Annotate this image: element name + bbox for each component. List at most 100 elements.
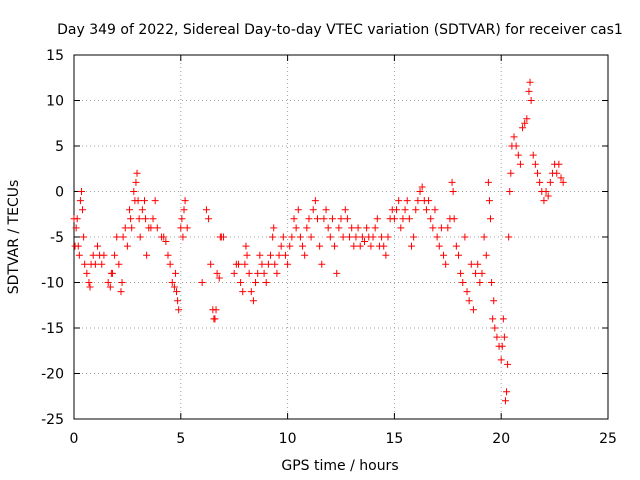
data-point-marker <box>498 342 506 350</box>
data-point-marker <box>134 197 142 205</box>
data-point-marker <box>459 279 467 286</box>
data-point-marker <box>461 233 469 241</box>
x-tick-label: 20 <box>492 431 510 447</box>
data-point-marker <box>422 206 430 214</box>
y-tick-label: -10 <box>41 276 64 292</box>
data-point-marker <box>130 188 138 195</box>
data-point-marker <box>179 233 187 241</box>
data-point-marker <box>111 251 119 259</box>
data-point-marker <box>133 169 141 177</box>
data-point-marker <box>288 233 296 241</box>
data-point-marker <box>557 174 565 182</box>
data-point-marker <box>356 242 364 250</box>
data-point-marker <box>177 224 185 232</box>
data-point-marker <box>211 315 219 323</box>
data-point-marker <box>100 251 108 259</box>
data-point-marker <box>395 197 403 205</box>
data-point-marker <box>450 215 458 223</box>
data-point-marker <box>382 251 390 259</box>
data-point-marker <box>153 224 161 232</box>
data-point-marker <box>299 242 307 250</box>
data-point-marker <box>350 242 358 250</box>
x-tick-label: 25 <box>599 431 617 447</box>
data-point-marker <box>514 151 522 159</box>
data-point-marker <box>512 142 520 150</box>
y-axis-label: SDTVAR / TECUs <box>6 180 22 295</box>
data-point-marker <box>354 224 362 232</box>
data-point-marker <box>180 206 188 214</box>
data-point-marker <box>536 178 544 186</box>
data-point-marker <box>76 197 84 205</box>
data-point-marker <box>181 197 189 205</box>
data-point-marker <box>358 233 366 241</box>
data-point-marker <box>267 251 275 259</box>
data-point-marker <box>115 260 123 268</box>
data-point-marker <box>326 233 334 241</box>
data-point-marker <box>303 224 311 232</box>
data-point-marker <box>79 206 87 214</box>
x-axis-label: GPS time / hours <box>281 458 398 474</box>
data-point-marker <box>117 288 125 296</box>
axis-ticks: 0 5 10 15 20 25 15 10 5 0 -5 -10 -15 -20 -25 <box>41 48 617 447</box>
data-point-marker <box>521 119 529 127</box>
x-tick-label: 10 <box>279 431 297 447</box>
data-point-marker <box>516 160 524 168</box>
data-point-marker <box>143 251 151 259</box>
data-point-marker <box>472 269 480 277</box>
data-point-marker <box>142 215 150 223</box>
data-point-marker <box>482 251 490 259</box>
data-point-marker <box>501 397 509 405</box>
data-point-marker <box>343 215 351 223</box>
data-point-marker <box>320 215 328 223</box>
data-point-marker <box>270 224 278 232</box>
data-point-marker <box>314 215 322 223</box>
data-point-marker <box>488 279 496 286</box>
data-point-marker <box>89 251 97 259</box>
data-point-marker <box>457 269 465 277</box>
data-point-marker <box>348 224 356 232</box>
data-point-marker <box>264 260 272 268</box>
data-point-marker <box>335 224 343 232</box>
data-point-marker <box>519 124 527 132</box>
data-point-marker <box>173 288 181 296</box>
data-point-marker <box>98 260 106 268</box>
data-point-marker <box>478 269 486 277</box>
data-point-marker <box>339 233 347 241</box>
data-point-marker <box>414 197 422 205</box>
data-point-marker <box>542 188 550 195</box>
data-point-marker <box>425 197 433 205</box>
data-point-marker <box>279 233 287 241</box>
data-point-marker <box>126 206 134 214</box>
data-point-marker <box>290 215 298 223</box>
data-point-marker <box>309 206 317 214</box>
data-point-marker <box>378 233 386 241</box>
data-point-marker <box>410 233 418 241</box>
data-point-marker <box>269 233 277 241</box>
data-point-marker <box>484 178 492 186</box>
data-point-marker <box>77 188 85 195</box>
data-point-marker <box>215 274 223 282</box>
data-point-marker <box>136 233 144 241</box>
data-point-marker <box>305 215 313 223</box>
data-point-marker <box>118 279 126 286</box>
data-point-marker <box>72 224 80 232</box>
data-point-marker <box>369 233 377 241</box>
data-point-marker <box>83 269 91 277</box>
data-point-marker <box>531 160 539 168</box>
data-point-marker <box>171 269 179 277</box>
data-point-marker <box>367 242 375 250</box>
data-point-marker <box>123 242 131 250</box>
data-point-marker <box>258 260 266 268</box>
data-point-marker <box>324 224 332 232</box>
data-point-marker <box>397 224 405 232</box>
data-point-marker <box>527 97 535 104</box>
data-point-marker <box>433 233 441 241</box>
data-point-marker <box>526 78 534 86</box>
data-point-marker <box>373 215 381 223</box>
data-point-marker <box>207 260 215 268</box>
data-point-marker <box>529 151 537 159</box>
data-point-marker <box>546 178 554 186</box>
y-tick-label: -5 <box>50 230 64 246</box>
data-point-marker <box>544 192 552 200</box>
data-point-marker <box>275 251 283 259</box>
